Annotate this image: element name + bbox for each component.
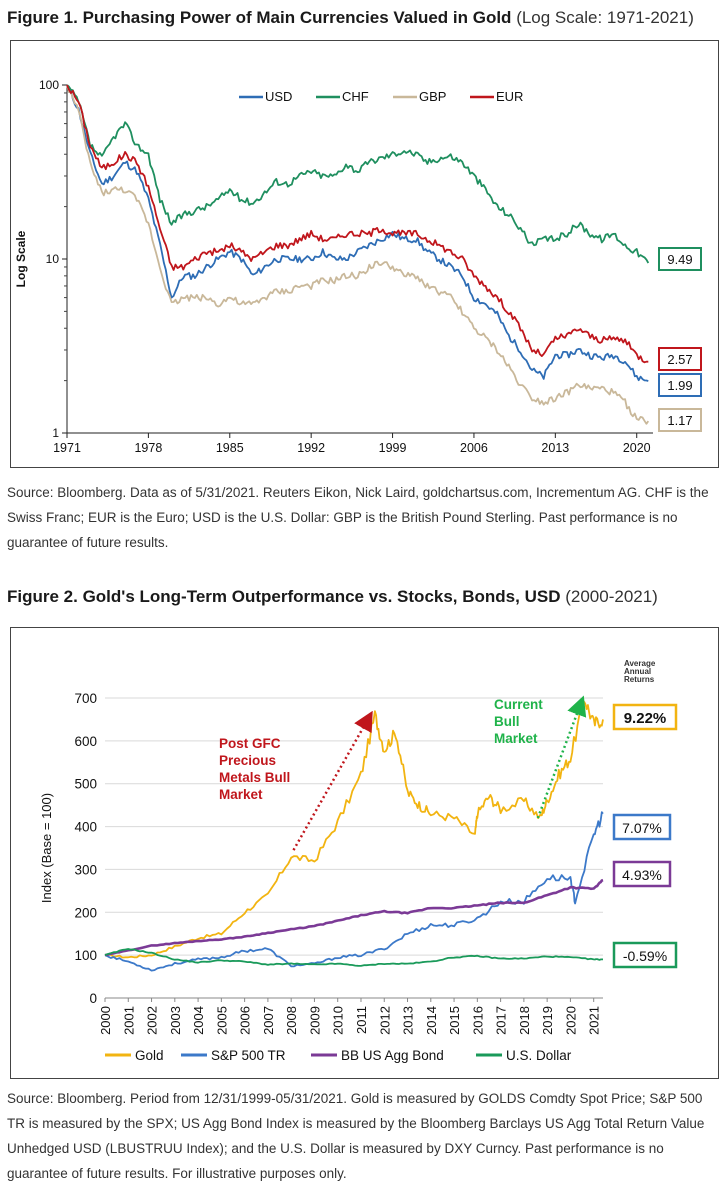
figure1-x-tick-label: 2013 [541, 441, 569, 455]
figure2-return-box [612, 860, 672, 888]
figure1-source: Source: Bloomberg. Data as of 5/31/2021.… [7, 485, 709, 550]
figure2-x-tick-label: 2001 [121, 1006, 136, 1035]
figure2-x-tick-label: 2021 [587, 1006, 602, 1035]
figure2-x-tick-label: 2013 [401, 1006, 416, 1035]
figure2-return-label: 9.22% [624, 710, 667, 727]
figure2-title-range: (2000-2021) [565, 587, 658, 606]
figure1-x-tick-label: 1992 [297, 441, 325, 455]
figure2-x-tick-label: 2009 [307, 1006, 322, 1035]
figure2-x-tick-label: 2006 [238, 1006, 253, 1035]
figure1-y-tick-label: 1 [52, 426, 59, 440]
figure1-series-line-eur [66, 84, 649, 364]
figure1-legend-label: GBP [419, 89, 446, 104]
figure2-legend-label: S&P 500 TR [211, 1048, 286, 1063]
figure1-x-tick-label: 2020 [623, 441, 651, 455]
figure1-series-line-chf [66, 84, 650, 264]
figure2-title-bold: Figure 2. Gold's Long-Term Outperformanc… [7, 587, 561, 606]
figure2-y-tick-label: 100 [74, 948, 97, 963]
figure2-series-line-s-p-500-tr [104, 811, 604, 972]
figure2-annotation-post-gfc: Precious [219, 753, 276, 768]
figure1-end-label: 1.99 [667, 378, 692, 393]
figure1-legend-label: CHF [342, 89, 369, 104]
figure2-arrow-current-bull [536, 695, 587, 819]
figure2-x-tick-label: 2003 [168, 1006, 183, 1035]
figure1-end-label-box [658, 347, 702, 371]
figure1-series-line-gbp [66, 84, 650, 425]
figure2-annotation-post-gfc: Post GFC [219, 736, 281, 751]
figure2-chart: 0 100 200 300 400 500 600 700 2000 2001 2002 2003 20… [39, 659, 678, 1063]
figure2-y-tick-label: 400 [74, 820, 97, 835]
figure2-return-label: 7.07% [622, 820, 662, 836]
figure2-x-tick-label: 2012 [377, 1006, 392, 1035]
figure2-y-tick-label: 300 [74, 862, 97, 877]
figure2-x-tick-label: 2018 [517, 1006, 532, 1035]
figure1-y-tick-label: 10 [46, 252, 60, 266]
figure2-return-box [612, 813, 672, 841]
figure2-x-tick-label: 2002 [145, 1006, 160, 1035]
figure2-x-tick-label: 2007 [261, 1006, 276, 1035]
figure1-series-line-usd [66, 84, 649, 382]
figure1-title: Figure 1. Purchasing Power of Main Curre… [7, 7, 694, 29]
figure2-x-tick-label: 2010 [331, 1006, 346, 1035]
figure2-y-tick-label: 700 [74, 691, 97, 706]
figure2-chart-frame: 0 100 200 300 400 500 600 700 2000 2001 2002 2003 20… [10, 627, 719, 1079]
figure2-y-axis-label: Index (Base = 100) [39, 793, 54, 903]
figure1-end-label: 9.49 [667, 252, 692, 267]
figure2-series-line-u-s-dollar [104, 948, 603, 967]
figure2-x-tick-label: 2016 [470, 1006, 485, 1035]
figure1-end-label-box [658, 408, 702, 432]
figure1-x-tick-label: 1978 [134, 441, 162, 455]
figure2-avg-returns-heading: Returns [624, 675, 655, 684]
figure1-title-bold: Figure 1. Purchasing Power of Main Curre… [7, 8, 512, 27]
figure2-avg-returns-heading: Annual [624, 667, 651, 676]
figure2-return-box [612, 703, 678, 731]
figure2-x-tick-label: 2000 [98, 1006, 113, 1035]
figure2-x-tick-label: 2005 [214, 1006, 229, 1035]
figure2-title: Figure 2. Gold's Long-Term Outperformanc… [7, 586, 658, 608]
figure2-series-line-bb-us-agg-bond [104, 878, 604, 957]
figure1-end-label-box [658, 247, 702, 271]
figure1-x-tick-label: 2006 [460, 441, 488, 455]
figure2-x-tick-label: 2015 [447, 1006, 462, 1035]
figure1-chart-frame: 100 10 1 1971 1978 1985 1992 1999 2006 2013 2020 Lo… [10, 40, 719, 468]
figure1-y-tick-label: 100 [39, 78, 59, 92]
figure2-annotation-post-gfc: Metals Bull [219, 770, 290, 785]
figure2-x-tick-label: 2014 [424, 1006, 439, 1035]
figure1-title-range: (Log Scale: 1971-2021) [516, 8, 694, 27]
figure2-source: Source: Bloomberg. Period from 12/31/199… [7, 1091, 705, 1181]
figure2-legend-label: BB US Agg Bond [341, 1048, 444, 1063]
figure2-avg-returns-heading: Average [624, 659, 656, 668]
figure2-legend-label: U.S. Dollar [506, 1048, 572, 1063]
figure2-legend-label: Gold [135, 1048, 164, 1063]
figure1-end-label: 2.57 [667, 352, 692, 367]
figure2-series-line-gold [104, 701, 604, 959]
figure2-x-tick-label: 2008 [284, 1006, 299, 1035]
figure2-annotation-current-bull: Market [494, 731, 538, 746]
figure1-x-tick-label: 1985 [216, 441, 244, 455]
figure2-x-tick-label: 2019 [540, 1006, 555, 1035]
figure2-x-tick-label: 2011 [354, 1006, 369, 1034]
figure1-end-label-box [658, 373, 702, 397]
figure2-return-label: -0.59% [623, 948, 667, 964]
figure2-y-tick-label: 200 [74, 905, 97, 920]
figure2-annotation-post-gfc: Market [219, 787, 263, 802]
figure2-y-tick-label: 500 [74, 777, 97, 792]
figure2-arrow-post-gfc [292, 710, 373, 851]
figure2-return-label: 4.93% [622, 867, 662, 883]
figure2-annotation-current-bull: Current [494, 697, 543, 712]
figure1-y-axis-label: Log Scale [14, 230, 28, 287]
figure2-y-tick-label: 600 [74, 734, 97, 749]
figure2-x-tick-label: 2004 [191, 1006, 206, 1035]
figure1-x-tick-label: 1999 [379, 441, 407, 455]
figure2-x-tick-label: 2020 [563, 1006, 578, 1035]
figure2-x-tick-label: 2017 [494, 1006, 509, 1035]
figure1-end-label: 1.17 [667, 413, 692, 428]
figure2-y-tick-label: 0 [89, 991, 97, 1006]
figure2-annotation-current-bull: Bull [494, 714, 520, 729]
figure1-x-tick-label: 1971 [53, 441, 81, 455]
figure1-legend-label: EUR [496, 89, 523, 104]
figure1-legend-label: USD [265, 89, 292, 104]
figure2-return-box [612, 941, 678, 969]
